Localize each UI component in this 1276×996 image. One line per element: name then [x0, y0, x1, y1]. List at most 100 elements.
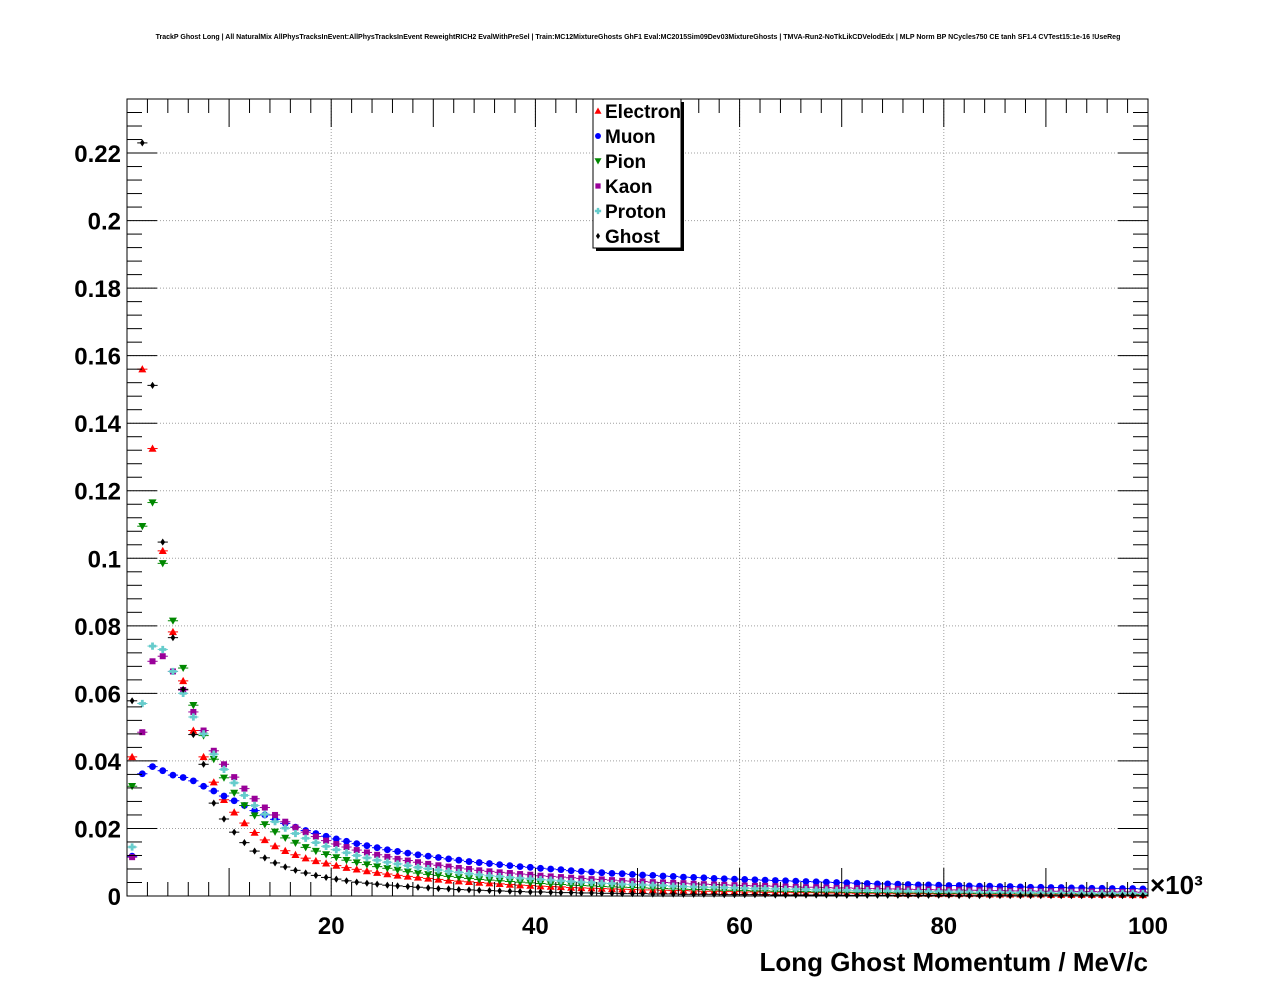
data-point: [761, 884, 769, 893]
y-tick-label: 0: [108, 884, 121, 911]
data-point: [168, 617, 177, 625]
data-point: [803, 891, 809, 899]
data-point: [537, 872, 544, 879]
data-point: [271, 828, 280, 836]
data-point: [261, 810, 269, 818]
data-point: [700, 874, 708, 882]
data-point: [793, 891, 799, 899]
data-point: [577, 867, 585, 875]
data-point: [669, 873, 677, 880]
data-point: [557, 874, 564, 881]
data-point: [690, 883, 698, 891]
data-point: [538, 888, 543, 896]
data-point: [496, 861, 504, 868]
data-point: [629, 890, 635, 898]
data-point: [425, 884, 431, 892]
data-point: [454, 874, 463, 882]
data-point: [342, 857, 351, 865]
data-point: [455, 856, 463, 864]
data-point: [914, 887, 922, 895]
data-point: [158, 546, 167, 555]
data-point: [435, 854, 442, 861]
y-tick-label: 0.14: [74, 411, 121, 438]
data-point: [139, 139, 145, 147]
data-point: [129, 697, 135, 705]
data-point: [322, 859, 331, 867]
data-point: [873, 887, 882, 895]
data-point: [322, 851, 331, 859]
data-point: [628, 880, 636, 889]
data-point: [466, 865, 473, 872]
data-point: [875, 891, 880, 899]
data-point: [373, 863, 382, 871]
data-point: [863, 886, 871, 895]
data-point: [731, 875, 738, 883]
data-point: [598, 876, 605, 883]
data-point: [547, 873, 554, 880]
data-point: [413, 869, 422, 878]
data-point: [496, 872, 504, 881]
data-point: [231, 828, 237, 836]
data-point: [424, 871, 433, 879]
data-point: [179, 774, 187, 781]
data-point: [179, 689, 187, 697]
data-point: [516, 863, 524, 871]
data-point: [138, 523, 147, 531]
data-point: [751, 876, 759, 884]
data-point: [771, 885, 779, 893]
data-series: [127, 139, 1148, 900]
data-point: [607, 883, 616, 891]
data-point: [383, 846, 391, 854]
data-point: [353, 851, 361, 860]
data-point: [741, 884, 749, 892]
data-point: [486, 860, 493, 867]
data-point: [250, 812, 259, 820]
y-tick-label: 0.22: [74, 141, 121, 168]
data-point: [322, 842, 330, 850]
data-point: [802, 878, 810, 885]
series-kaon: [127, 653, 1148, 896]
data-point: [568, 874, 575, 881]
data-point: [332, 854, 341, 862]
data-point: [802, 885, 810, 894]
data-point: [434, 872, 443, 880]
data-point: [393, 866, 402, 874]
data-point: [394, 848, 401, 855]
data-point: [455, 864, 462, 871]
data-point: [822, 886, 830, 894]
data-point: [403, 872, 412, 880]
data-point: [904, 881, 912, 888]
data-point: [323, 873, 329, 882]
data-point: [221, 815, 227, 823]
data-point: [475, 859, 483, 866]
data-point: [139, 729, 146, 736]
data-point: [293, 866, 298, 874]
data-point: [262, 854, 268, 862]
data-point: [854, 891, 860, 899]
data-point: [594, 207, 602, 215]
data-point: [332, 835, 340, 843]
x-tick-label: 40: [522, 913, 549, 940]
data-point: [486, 868, 493, 875]
data-point: [639, 881, 647, 889]
data-point: [894, 880, 902, 888]
data-point: [680, 873, 687, 881]
data-point: [577, 878, 585, 886]
data-point: [640, 890, 646, 898]
data-point: [230, 779, 238, 787]
data-point: [138, 699, 146, 708]
x-tick-label: 100: [1128, 913, 1168, 940]
data-point: [394, 855, 401, 862]
data-point: [211, 799, 217, 807]
data-point: [935, 888, 943, 896]
data-point: [832, 886, 841, 894]
data-point: [526, 875, 534, 883]
data-point: [955, 888, 963, 896]
data-point: [424, 865, 432, 873]
data-point: [148, 444, 157, 452]
data-point: [936, 891, 942, 899]
data-point: [720, 875, 728, 883]
data-point: [476, 867, 483, 874]
data-point: [485, 872, 494, 880]
data-point: [598, 869, 606, 877]
